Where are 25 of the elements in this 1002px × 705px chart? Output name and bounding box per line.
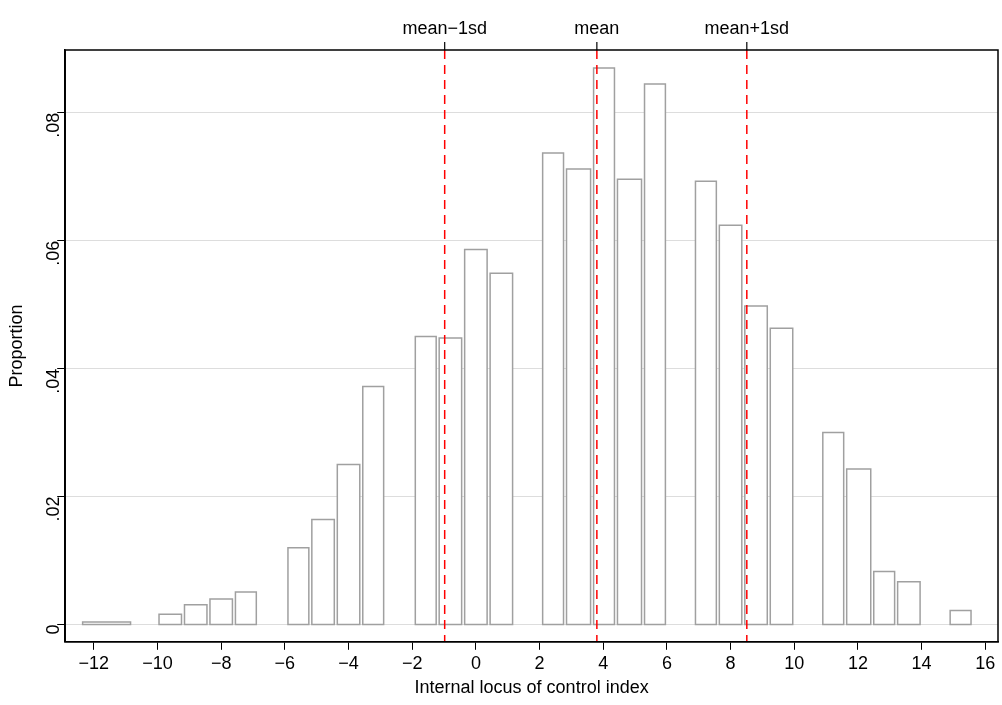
x-axis-title: Internal locus of control index	[414, 677, 649, 698]
x-tick-label: 10	[784, 652, 805, 673]
x-tick-label: −10	[142, 652, 173, 673]
y-tick-label: .04	[43, 368, 64, 394]
x-tick-label: 8	[725, 652, 736, 673]
x-tick-label: 6	[661, 652, 672, 673]
y-tick-label: .02	[43, 496, 64, 522]
y-axis-title: Proportion	[5, 304, 26, 388]
x-tick-label: 12	[847, 652, 868, 673]
x-tick-label: 4	[598, 652, 609, 673]
y-tick-label: .06	[43, 240, 64, 266]
x-tick-label: −4	[338, 652, 359, 673]
x-tick-label: −8	[210, 652, 232, 673]
x-tick-label: 16	[975, 652, 996, 673]
x-tick-label: 2	[534, 652, 545, 673]
y-tick-label: 0	[43, 624, 64, 635]
ref-line-label: mean	[574, 17, 620, 38]
x-tick-label: −6	[274, 652, 296, 673]
ref-line-label: mean+1sd	[704, 17, 790, 38]
x-tick-label: −2	[401, 652, 423, 673]
ref-line-label: mean−1sd	[402, 17, 487, 38]
x-tick-label: 0	[470, 652, 481, 673]
y-tick-label: .08	[43, 112, 64, 138]
x-tick-label: 14	[911, 652, 932, 673]
x-tick-label: −12	[78, 652, 110, 673]
